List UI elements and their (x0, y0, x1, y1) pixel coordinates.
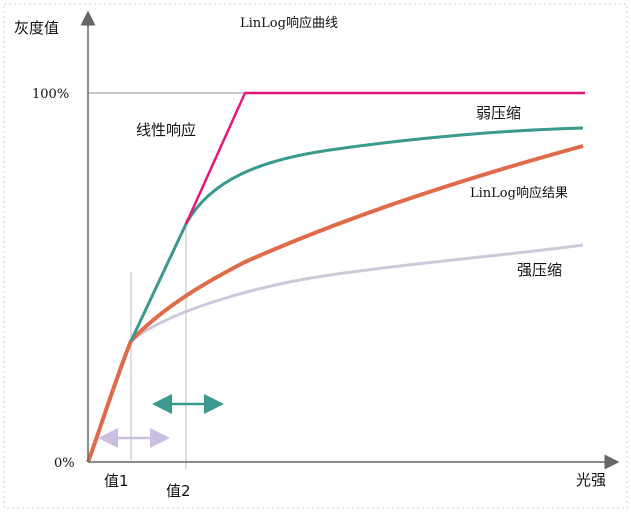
linlog-result-label: LinLog响应结果 (470, 185, 568, 201)
weak-compression-curve (129, 126, 584, 342)
value2-label: 值2 (166, 482, 191, 500)
strong-compression-label: 强压缩 (517, 261, 562, 279)
y-axis-label: 灰度值 (14, 19, 59, 37)
y-tick-0: 0% (54, 456, 75, 471)
y-tick-100: 100% (32, 87, 69, 102)
linear-response-line (184, 91, 585, 225)
linear-response-label: 线性响应 (136, 121, 196, 139)
diagram-title: LinLog响应曲线 (240, 15, 338, 31)
value1-label: 值1 (104, 472, 129, 490)
weak-compression-label: 弱压缩 (476, 104, 521, 122)
linlog-result-curve (86, 144, 584, 463)
frame-border (3, 3, 628, 509)
strong-compression-curve (86, 243, 584, 463)
x-axis-label: 光强 (576, 471, 606, 489)
